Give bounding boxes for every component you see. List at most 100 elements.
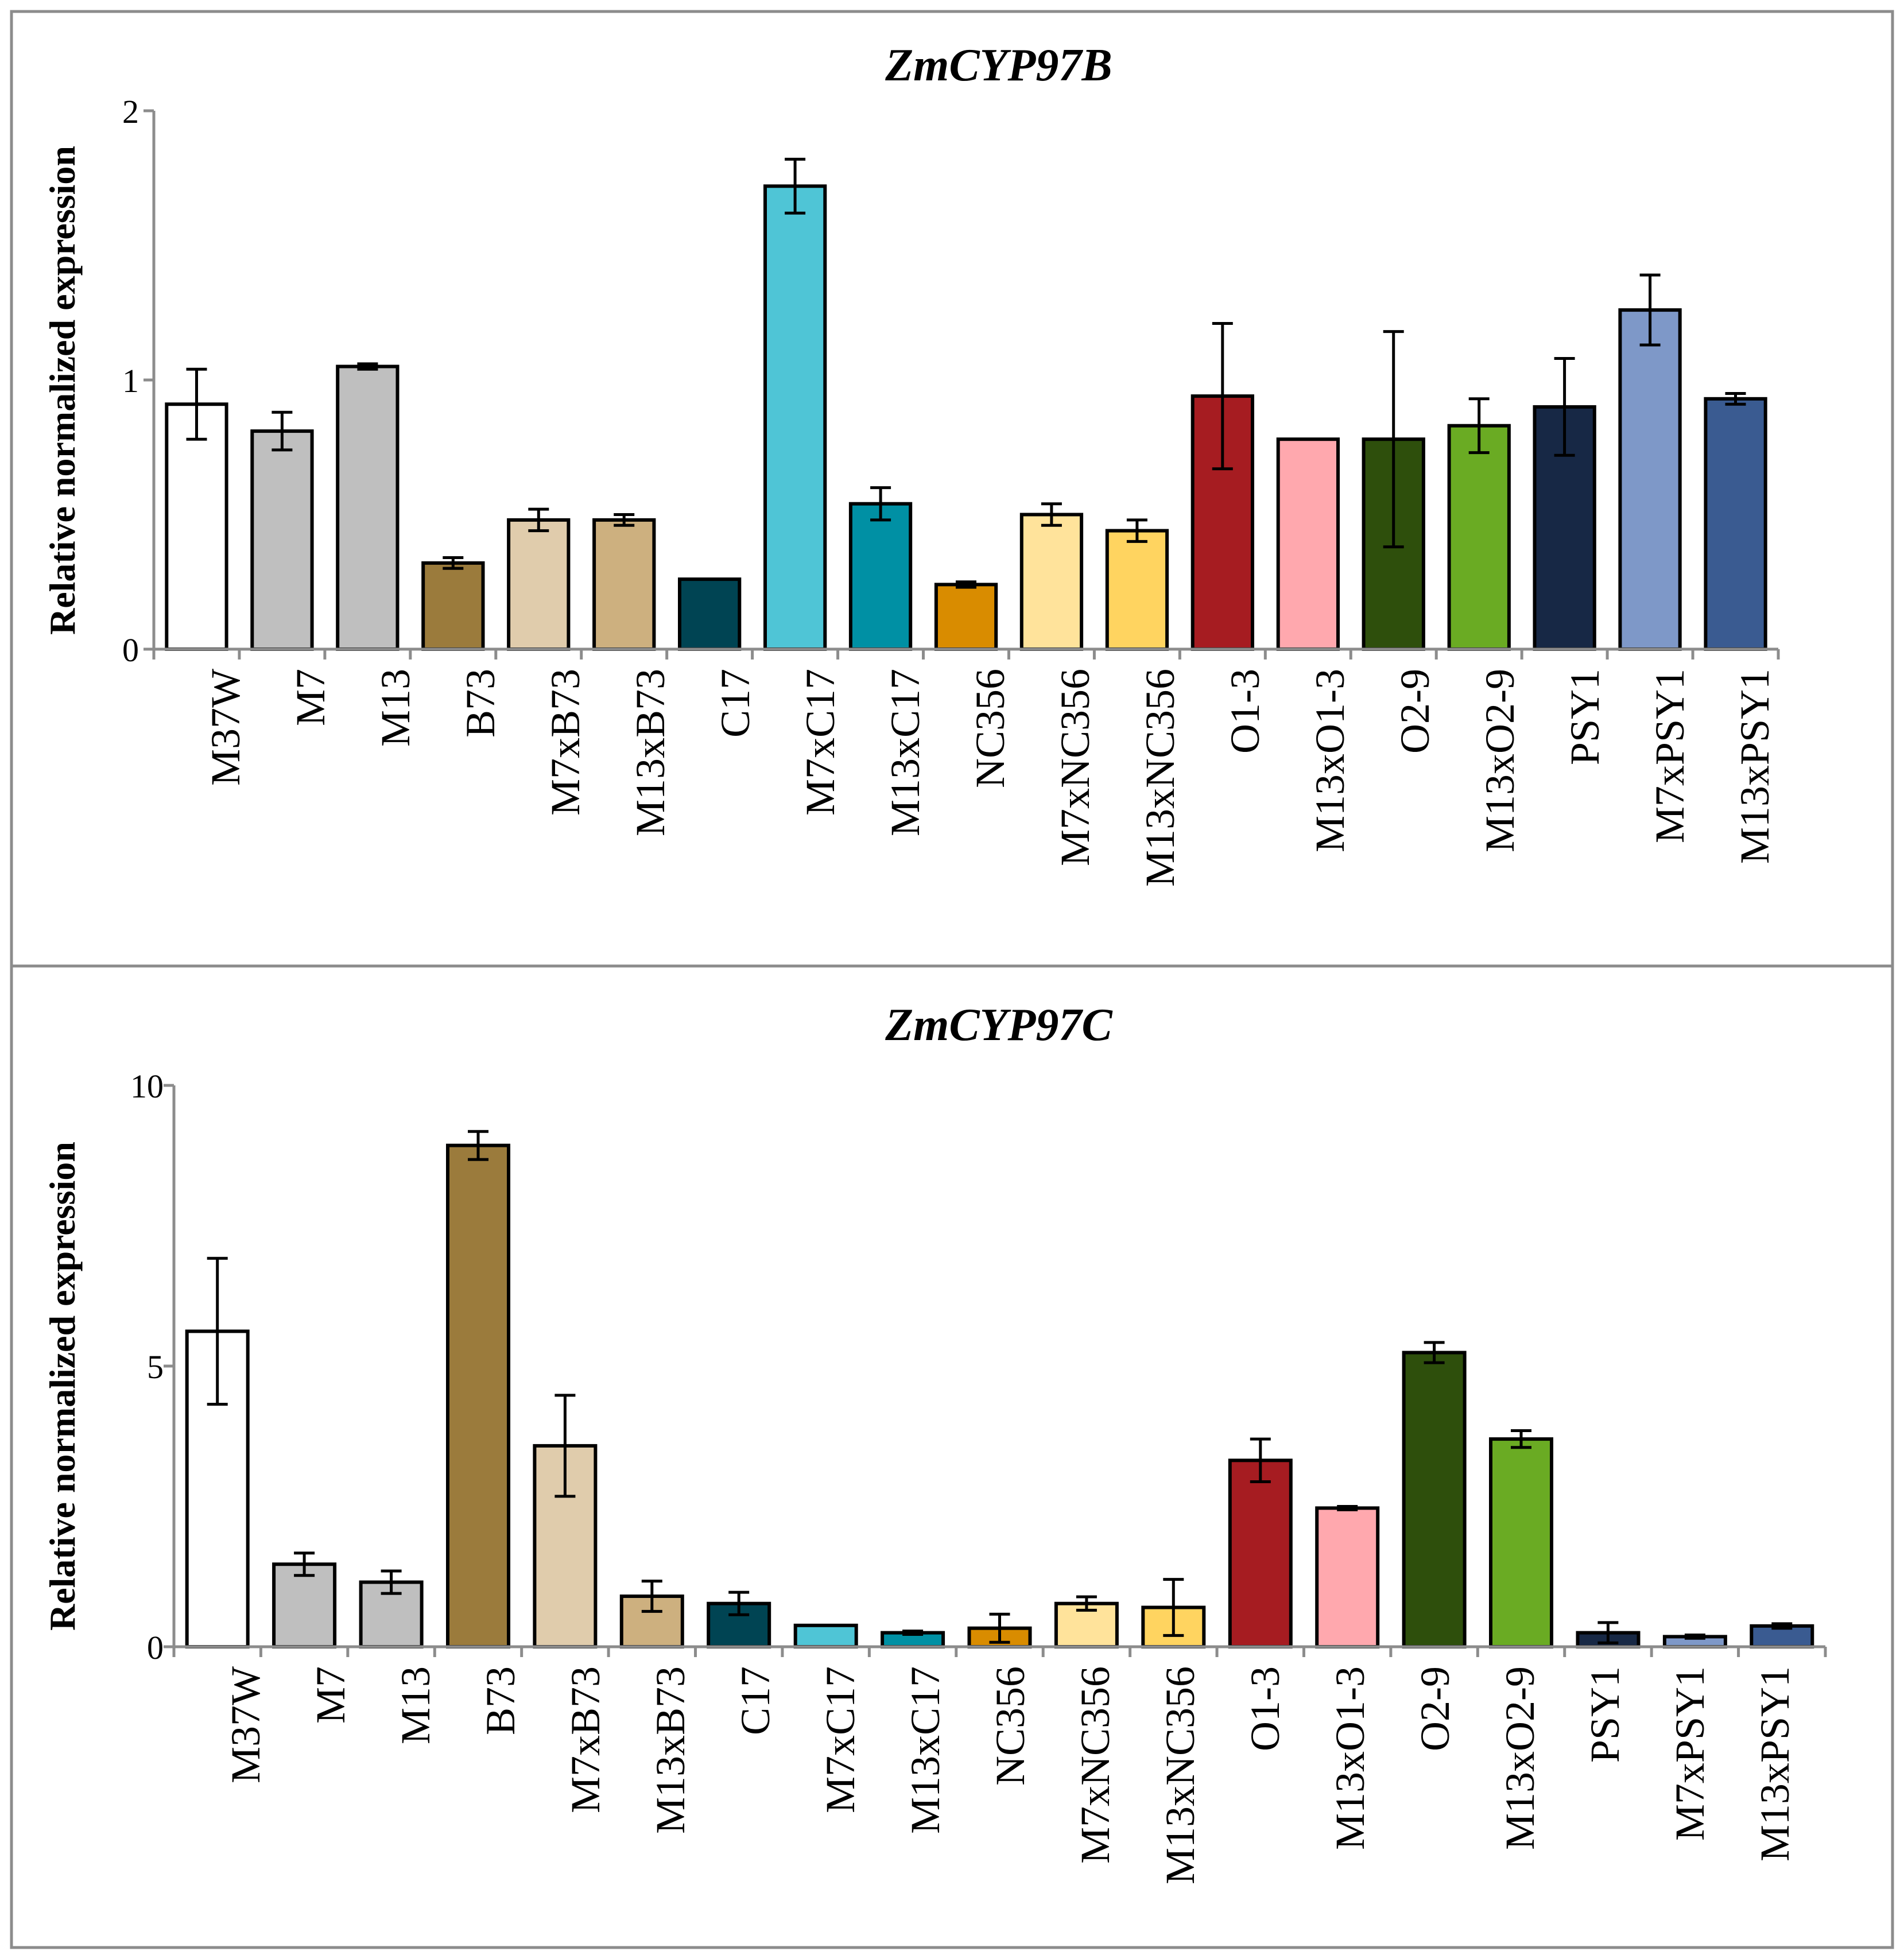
y-tick-label: 1 <box>122 362 139 399</box>
x-tick-label: NC356 <box>987 1666 1033 1786</box>
y-axis-label: Relative normalized expression <box>42 146 83 635</box>
x-tick-label: M7 <box>308 1666 354 1724</box>
bar-nc356 <box>934 583 998 651</box>
x-tick-label: M13xO2-9 <box>1477 669 1523 852</box>
x-tick-label: C17 <box>712 669 758 738</box>
x-tick-label: M37W <box>223 1666 269 1783</box>
error-bar <box>443 556 464 570</box>
x-tick-label: B73 <box>478 1666 523 1735</box>
bar-m7xpsy1 <box>1618 308 1682 651</box>
x-tick-label: PSY1 <box>1582 1666 1628 1763</box>
axes <box>144 109 1780 660</box>
x-tick-label: M13 <box>393 1666 439 1744</box>
y-tick-label: 5 <box>147 1348 164 1386</box>
error-bar <box>1041 502 1062 527</box>
error-bar <box>1126 518 1147 543</box>
figure-frame <box>10 10 1894 1949</box>
error-bar <box>1684 1634 1705 1640</box>
bar-c17 <box>678 577 742 651</box>
error-bar <box>1725 392 1746 406</box>
bar-o2-9 <box>1402 1351 1467 1648</box>
x-tick-label: M13xC17 <box>882 669 928 836</box>
error-bar <box>294 1551 315 1577</box>
y-tick-label: 0 <box>122 631 139 669</box>
error-bar <box>186 367 207 441</box>
y-tick-label: 2 <box>122 93 139 130</box>
x-tick-label: PSY1 <box>1562 669 1608 765</box>
error-bar <box>785 157 806 215</box>
x-tick-label: O1-3 <box>1242 1666 1288 1751</box>
x-tick-label: M13 <box>373 669 418 747</box>
error-bar <box>272 410 293 452</box>
x-tick-label: M7xB73 <box>563 1666 608 1813</box>
x-tick-label: O2-9 <box>1392 669 1438 754</box>
error-bar <box>554 1394 576 1498</box>
error-bar <box>1468 397 1490 455</box>
error-bar <box>1076 1595 1097 1612</box>
x-tick-label: M7xPSY1 <box>1667 1666 1713 1841</box>
bar-m13xc17 <box>848 502 913 651</box>
bar-o1-3 <box>1228 1458 1293 1649</box>
bar-m13xpsy1 <box>1704 397 1767 651</box>
x-tick-label: M13xPSY1 <box>1752 1666 1798 1861</box>
bar-m7xc17 <box>793 1623 858 1649</box>
bar-m7xc17 <box>763 184 827 651</box>
x-tick-label: M13xNC356 <box>1137 669 1183 887</box>
bar-series <box>165 157 1767 651</box>
bar-b73 <box>421 561 485 651</box>
error-bar <box>1639 273 1661 347</box>
x-tick-label: M7 <box>288 669 334 726</box>
bar-m13xo2-9 <box>1447 424 1511 651</box>
bar-m7xb73 <box>507 518 571 651</box>
bar-m37w <box>165 402 228 651</box>
y-tick-label: 0 <box>147 1629 164 1666</box>
error-bar <box>1250 1437 1271 1483</box>
error-bar <box>1597 1621 1619 1644</box>
bar-m13 <box>336 364 400 651</box>
x-tick-label: M13xC17 <box>902 1666 948 1834</box>
x-tick-label: M13xB73 <box>647 1666 693 1834</box>
x-tick-label: O2-9 <box>1412 1666 1458 1751</box>
x-tick-label: M7xNC356 <box>1052 669 1098 866</box>
error-bar <box>207 1256 228 1406</box>
y-tick-label: 10 <box>130 1068 164 1105</box>
x-tick-label: M37W <box>203 669 249 786</box>
error-bar <box>1424 1341 1445 1364</box>
x-tick-labels: M37W M7 M13 B73 M7xB73 M13xB73 C17 M7xC1… <box>203 669 1778 887</box>
bar-m13xo2-9 <box>1489 1437 1553 1649</box>
error-bar <box>614 513 635 527</box>
chart-title: ZmCYP97C <box>885 1000 1113 1050</box>
error-bar <box>728 1591 750 1616</box>
axes <box>164 1084 1827 1657</box>
x-tick-label: M13xPSY1 <box>1732 669 1778 864</box>
chart-panel-zmcyp97b: ZmCYP97B Relative normalized expression … <box>42 40 1780 887</box>
x-tick-label: M13xO1-3 <box>1307 669 1353 852</box>
x-tick-label: B73 <box>457 669 503 738</box>
x-tick-label: M7xNC356 <box>1072 1666 1118 1864</box>
error-bar <box>956 580 976 589</box>
x-tick-label: M7xB73 <box>542 669 588 816</box>
error-bar <box>528 507 549 533</box>
x-tick-label: M13xNC356 <box>1157 1666 1203 1884</box>
x-tick-label: C17 <box>732 1666 778 1735</box>
bar-m13xnc356 <box>1105 529 1169 651</box>
bar-m7xnc356 <box>1019 513 1084 651</box>
error-bar <box>381 1569 402 1595</box>
error-bar <box>1337 1505 1358 1511</box>
x-tick-label: M7xC17 <box>797 669 843 816</box>
error-bar <box>989 1612 1010 1644</box>
chart-title: ZmCYP97B <box>885 40 1112 91</box>
chart-panel-zmcyp97c: ZmCYP97C Relative normalized expression … <box>42 1000 1827 1884</box>
error-bar <box>902 1630 924 1636</box>
y-axis-label: Relative normalized expression <box>42 1142 83 1631</box>
bar-m13xo1-3 <box>1276 437 1340 651</box>
x-tick-label: NC356 <box>967 669 1013 788</box>
x-tick-labels: M37W M7 M13 B73 M7xB73 M13xB73 C17 M7xC1… <box>223 1666 1798 1884</box>
bar-m7 <box>250 429 314 651</box>
error-bar <box>1554 357 1575 457</box>
error-bar <box>1511 1429 1531 1449</box>
x-tick-label: M7xC17 <box>817 1666 863 1813</box>
x-tick-label: M13xO2-9 <box>1497 1666 1543 1850</box>
error-bar <box>1163 1578 1184 1637</box>
